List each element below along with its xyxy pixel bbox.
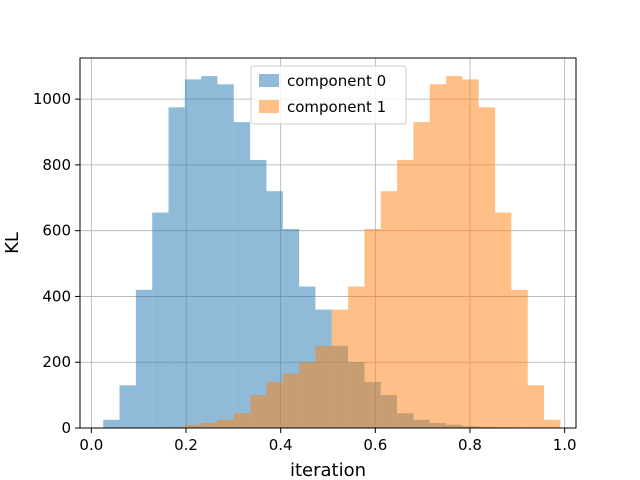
x-tick-label: 0.0 <box>79 436 103 454</box>
histogram-bar <box>217 419 234 428</box>
histogram-bar <box>446 76 463 428</box>
histogram-bar <box>331 309 349 428</box>
histogram-bar <box>299 362 316 428</box>
histogram-bar <box>544 419 561 428</box>
legend-box <box>250 65 407 125</box>
histogram-bar <box>201 423 218 428</box>
histogram-bar <box>250 159 267 428</box>
x-tick-label: 0.2 <box>174 436 198 454</box>
legend: component 0 component 1 <box>250 65 407 125</box>
histogram-bar <box>266 191 283 428</box>
histogram-bar <box>413 122 430 428</box>
histogram-bar <box>103 419 120 428</box>
legend-label-component-0: component 0 <box>287 72 386 90</box>
legend-label-component-1: component 1 <box>287 98 386 116</box>
histogram-bar <box>511 289 528 428</box>
histogram-bar <box>315 345 332 428</box>
histogram-bar <box>380 191 398 428</box>
histogram-bar <box>495 212 512 428</box>
y-axis-label: KL <box>2 232 23 254</box>
histogram-bar <box>429 84 447 429</box>
histogram-bar <box>348 286 365 428</box>
histogram-bar <box>168 107 185 428</box>
y-tick-label: 800 <box>42 156 71 174</box>
x-axis-label: iteration <box>290 460 366 480</box>
legend-swatch-component-1 <box>259 100 279 113</box>
histogram-bar <box>266 381 283 428</box>
axis-ticks: 0.0 0.2 0.4 0.6 0.8 1.0 0 200 400 600 800 1000 <box>33 90 577 454</box>
histogram-bar <box>119 385 136 428</box>
histogram-bars <box>103 76 561 429</box>
y-tick-label: 600 <box>42 222 71 240</box>
histogram-bar <box>184 79 202 428</box>
y-tick-label: 1000 <box>33 90 71 108</box>
histogram-bar <box>250 395 267 428</box>
legend-swatch-component-0 <box>259 74 279 87</box>
x-tick-label: 0.6 <box>363 436 387 454</box>
histogram-bar <box>201 76 218 428</box>
histogram-bar <box>282 373 300 428</box>
histogram-bar <box>184 424 202 428</box>
histogram-bar <box>397 159 414 428</box>
histogram-bar <box>233 122 251 428</box>
histogram-bar <box>233 413 251 428</box>
histogram-bar <box>478 107 496 428</box>
histogram-bar <box>217 84 234 429</box>
histogram-bar <box>135 289 153 428</box>
x-tick-label: 0.8 <box>458 436 482 454</box>
y-tick-label: 0 <box>61 419 71 437</box>
histogram-bar <box>152 212 169 428</box>
x-tick-label: 1.0 <box>553 436 577 454</box>
x-tick-label: 0.4 <box>269 436 293 454</box>
y-tick-label: 200 <box>42 353 71 371</box>
histogram-bar <box>364 229 381 428</box>
plot-frame <box>79 57 577 429</box>
series-component-1 <box>119 76 561 429</box>
histogram-bar <box>462 79 479 428</box>
histogram-bar <box>527 385 545 428</box>
y-tick-label: 400 <box>42 287 71 305</box>
